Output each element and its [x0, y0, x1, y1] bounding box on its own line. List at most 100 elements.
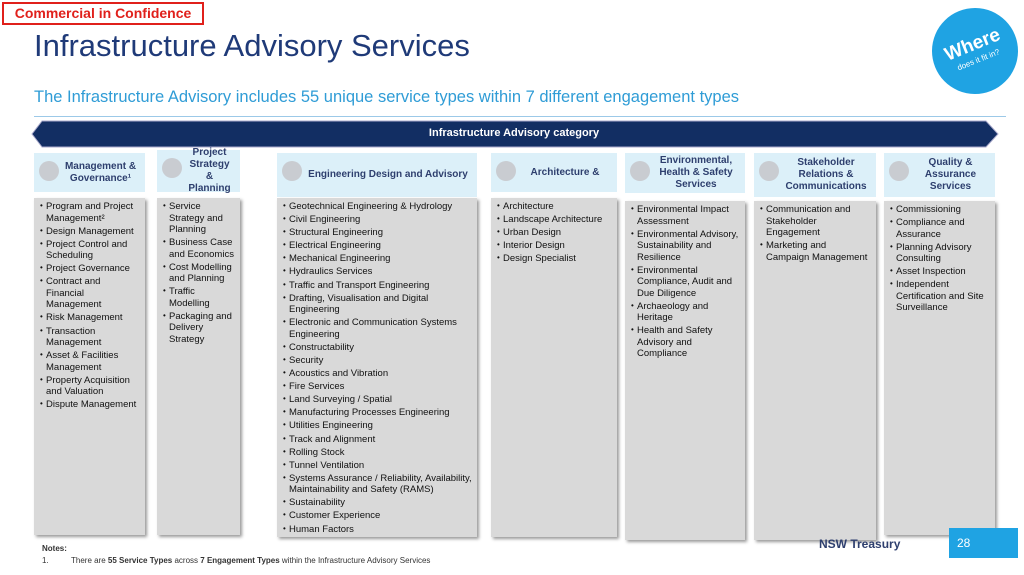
column-title: Architecture &	[530, 166, 600, 178]
title: Infrastructure Advisory Services	[34, 28, 470, 63]
service-item: Cost Modelling and Planning	[163, 261, 236, 285]
banner-arrow	[31, 120, 999, 148]
service-item: Service Strategy and Planning	[163, 200, 236, 236]
column-header: Project Strategy & Planning	[157, 147, 240, 194]
service-item: Independent Certification and Site Surve…	[890, 278, 991, 314]
service-item: Systems Assurance / Reliability, Availab…	[283, 472, 473, 496]
note-part: There are	[71, 556, 108, 565]
column-list: Service Strategy and PlanningBusiness Ca…	[157, 198, 240, 535]
note-part: across	[172, 556, 201, 565]
service-item: Project Control and Scheduling	[40, 238, 141, 262]
service-item: Commissioning	[890, 203, 991, 216]
service-item: Compliance and Assurance	[890, 216, 991, 240]
column-list: Communication and Stakeholder Engagement…	[754, 201, 876, 540]
service-item: Design Management	[40, 225, 141, 238]
service-item: Marketing and Campaign Management	[760, 239, 872, 263]
service-item: Project Governance	[40, 262, 141, 275]
notes-heading: Notes:	[42, 544, 67, 553]
service-item: Rolling Stock	[283, 446, 473, 459]
service-item: Electronic and Communication Systems Eng…	[283, 316, 473, 340]
service-item: Communication and Stakeholder Engagement	[760, 203, 872, 239]
service-item: Manufacturing Processes Engineering	[283, 406, 473, 419]
banner-shape	[31, 120, 999, 148]
service-item: Civil Engineering	[283, 213, 473, 226]
service-item: Environmental Compliance, Audit and Due …	[631, 264, 741, 300]
service-item: Hydraulics Services	[283, 266, 473, 278]
note-part: 7 Engagement Types	[200, 556, 280, 565]
service-item: Planning Advisory Consulting	[890, 241, 991, 265]
column-title: Engineering Design and Advisory	[308, 169, 468, 180]
service-item: Dispute Management	[40, 398, 141, 411]
service-item: Utilities Engineering	[283, 419, 473, 432]
column-icon	[162, 158, 182, 178]
column-list: Environmental Impact AssessmentEnvironme…	[625, 201, 745, 540]
service-item: Health and Safety Advisory and Complianc…	[631, 324, 741, 360]
service-item: Archaeology and Heritage	[631, 300, 741, 324]
note-part: within the Infrastructure Advisory Servi…	[279, 556, 431, 565]
service-item: Urban Design	[497, 226, 613, 239]
service-item: Environmental Impact Assessment	[631, 203, 741, 227]
confidential-label: Commercial in Confidence	[2, 2, 204, 25]
column-title: Quality & Assurance Services	[924, 157, 977, 192]
subtitle: The Infrastructure Advisory includes 55 …	[34, 88, 740, 106]
service-item: Property Acquisition and Valuation	[40, 374, 141, 398]
service-item: Asset Inspection	[890, 265, 991, 278]
service-item: Transaction Management	[40, 325, 141, 349]
service-item: Geotechnical Engineering & Hydrology	[283, 200, 473, 213]
column-list: CommissioningCompliance and AssurancePla…	[884, 201, 995, 535]
service-item: Structural Engineering	[283, 226, 473, 239]
column-icon	[759, 161, 779, 181]
column-header: Management & Governance¹	[34, 153, 145, 192]
column-title: Management & Governance¹	[64, 160, 137, 184]
column-list: Program and Project Management²Design Ma…	[34, 198, 145, 535]
column-icon	[496, 161, 516, 181]
service-item: Mechanical Engineering	[283, 252, 473, 265]
service-item: Security	[283, 354, 473, 367]
column-icon	[630, 161, 650, 181]
service-item: Landscape Architecture	[497, 213, 613, 226]
service-item: Tunnel Ventilation	[283, 459, 473, 472]
service-item: Land Surveying / Spatial	[283, 393, 473, 406]
service-item: Electrical Engineering	[283, 239, 473, 252]
service-item: Asset & Facilities Management	[40, 349, 141, 373]
service-item: Acoustics and Vibration	[283, 367, 473, 380]
page-number: 28	[949, 528, 1018, 558]
service-item: Packaging and Delivery Strategy	[163, 310, 236, 346]
footer-org: NSW Treasury	[819, 537, 901, 551]
service-item: Business Case and Economics	[163, 236, 236, 260]
service-item: Traffic Modelling	[163, 285, 236, 309]
column-title: Project Strategy & Planning	[188, 147, 231, 194]
note-text: There are 55 Service Types across 7 Enga…	[71, 556, 430, 565]
column-title: Stakeholder Relations & Communications	[785, 157, 867, 192]
banner-text: Infrastructure Advisory category	[428, 127, 600, 139]
column-title: Environmental, Health & Safety Services	[659, 155, 733, 190]
service-item: Program and Project Management²	[40, 200, 141, 224]
column-header: Engineering Design and Advisory	[277, 153, 477, 197]
service-item: Contract and Financial Management	[40, 275, 141, 311]
column-list: ArchitectureLandscape ArchitectureUrban …	[491, 198, 617, 537]
divider	[34, 116, 1006, 117]
service-item: Constructability	[283, 341, 473, 354]
column-icon	[39, 161, 59, 181]
column-list: Geotechnical Engineering & HydrologyCivi…	[277, 198, 477, 537]
service-item: Interior Design	[497, 239, 613, 252]
column-header: Stakeholder Relations & Communications	[754, 153, 876, 197]
service-item: Drafting, Visualisation and Digital Engi…	[283, 292, 473, 316]
column-icon	[889, 161, 909, 181]
service-item: Architecture	[497, 200, 613, 213]
column-header: Architecture &	[491, 153, 617, 192]
column-header: Environmental, Health & Safety Services	[625, 153, 745, 193]
service-item: Human Factors	[283, 523, 473, 536]
service-item: Fire Services	[283, 380, 473, 393]
service-item: Customer Experience	[283, 510, 473, 522]
service-item: Sustainability	[283, 496, 473, 509]
column-icon	[282, 161, 302, 181]
service-item: Design Specialist	[497, 252, 613, 265]
service-item: Track and Alignment	[283, 433, 473, 446]
note-part: 55 Service Types	[107, 556, 173, 565]
service-item: Traffic and Transport Engineering	[283, 279, 473, 292]
service-item: Environmental Advisory, Sustainability a…	[631, 228, 741, 264]
column-header: Quality & Assurance Services	[884, 153, 995, 197]
notes-number: 1.	[42, 556, 49, 565]
